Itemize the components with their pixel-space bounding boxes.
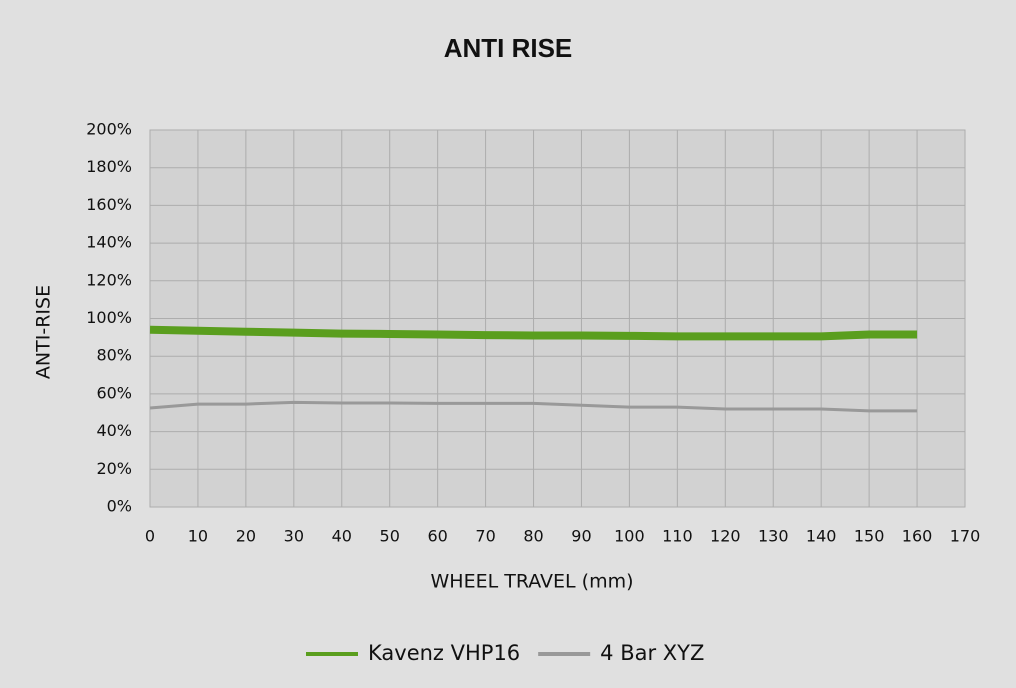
x-tick-label: 70 (475, 527, 495, 546)
y-axis-label: ANTI-RISE (33, 285, 55, 379)
x-tick-label: 30 (284, 527, 304, 546)
y-tick-label: 160% (86, 195, 132, 214)
y-tick-label: 200% (86, 120, 132, 139)
x-tick-label: 60 (427, 527, 447, 546)
x-tick-label: 160 (902, 527, 933, 546)
x-tick-label: 150 (854, 527, 885, 546)
x-axis-label: WHEEL TRAVEL (mm) (431, 571, 634, 593)
x-tick-label: 80 (523, 527, 543, 546)
x-tick-label: 50 (380, 527, 400, 546)
x-tick-label: 10 (188, 527, 208, 546)
legend-label: Kavenz VHP16 (368, 641, 520, 665)
legend-label: 4 Bar XYZ (600, 641, 704, 665)
x-tick-label: 130 (758, 527, 789, 546)
x-tick-label: 100 (614, 527, 645, 546)
x-tick-label: 40 (332, 527, 352, 546)
y-tick-label: 0% (107, 497, 132, 516)
y-tick-label: 40% (96, 421, 132, 440)
y-tick-label: 140% (86, 233, 132, 252)
y-tick-label: 180% (86, 157, 132, 176)
y-tick-label: 80% (96, 346, 132, 365)
x-tick-label: 170 (950, 527, 981, 546)
x-tick-label: 140 (806, 527, 837, 546)
x-tick-label: 0 (145, 527, 155, 546)
x-tick-label: 20 (236, 527, 256, 546)
series-line (149, 400, 918, 413)
series-line (149, 325, 918, 341)
y-tick-label: 120% (86, 270, 132, 289)
x-tick-label: 90 (571, 527, 591, 546)
x-tick-label: 110 (662, 527, 693, 546)
y-tick-label: 20% (96, 459, 132, 478)
y-tick-label: 60% (96, 383, 132, 402)
chart-title: ANTI RISE (444, 33, 573, 63)
y-tick-label: 100% (86, 308, 132, 327)
x-tick-label: 120 (710, 527, 741, 546)
